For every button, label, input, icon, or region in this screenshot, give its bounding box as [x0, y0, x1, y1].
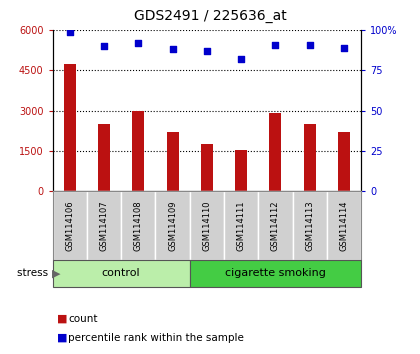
Text: GSM114112: GSM114112	[271, 200, 280, 251]
Bar	[121, 191, 155, 260]
Text: cigarette smoking: cigarette smoking	[225, 268, 326, 279]
Text: GSM114110: GSM114110	[202, 200, 211, 251]
Point	[169, 47, 176, 52]
Text: ▶: ▶	[52, 268, 60, 279]
Text: GSM114106: GSM114106	[65, 200, 74, 251]
Point	[101, 44, 108, 49]
Bar	[190, 191, 224, 260]
Bar	[293, 191, 327, 260]
Text: GSM114114: GSM114114	[339, 200, 349, 251]
Point	[135, 40, 142, 46]
Bar	[64, 64, 76, 191]
Text: control: control	[102, 268, 140, 279]
Bar	[52, 191, 87, 260]
Bar	[98, 124, 110, 191]
Text: percentile rank within the sample: percentile rank within the sample	[68, 333, 244, 343]
Bar	[201, 144, 213, 191]
Point	[204, 48, 210, 54]
Text: GSM114107: GSM114107	[100, 200, 108, 251]
Point	[272, 42, 279, 47]
Text: GSM114108: GSM114108	[134, 200, 143, 251]
Bar	[338, 132, 350, 191]
Text: ■: ■	[57, 314, 67, 324]
Bar	[87, 191, 121, 260]
Bar	[167, 132, 178, 191]
Point	[307, 42, 313, 47]
Bar	[327, 191, 361, 260]
Bar	[190, 260, 361, 287]
Point	[341, 45, 347, 51]
Point	[238, 56, 244, 62]
Text: GSM114109: GSM114109	[168, 200, 177, 251]
Bar	[235, 149, 247, 191]
Bar	[52, 260, 190, 287]
Bar	[132, 110, 144, 191]
Text: stress: stress	[17, 268, 52, 279]
Text: GSM114111: GSM114111	[236, 200, 246, 251]
Bar	[270, 113, 281, 191]
Text: ■: ■	[57, 333, 67, 343]
Bar	[258, 191, 293, 260]
Bar	[224, 191, 258, 260]
Bar	[304, 124, 316, 191]
Point	[66, 29, 73, 35]
Bar	[155, 191, 190, 260]
Text: GDS2491 / 225636_at: GDS2491 / 225636_at	[134, 9, 286, 23]
Text: GSM114113: GSM114113	[305, 200, 314, 251]
Text: count: count	[68, 314, 98, 324]
